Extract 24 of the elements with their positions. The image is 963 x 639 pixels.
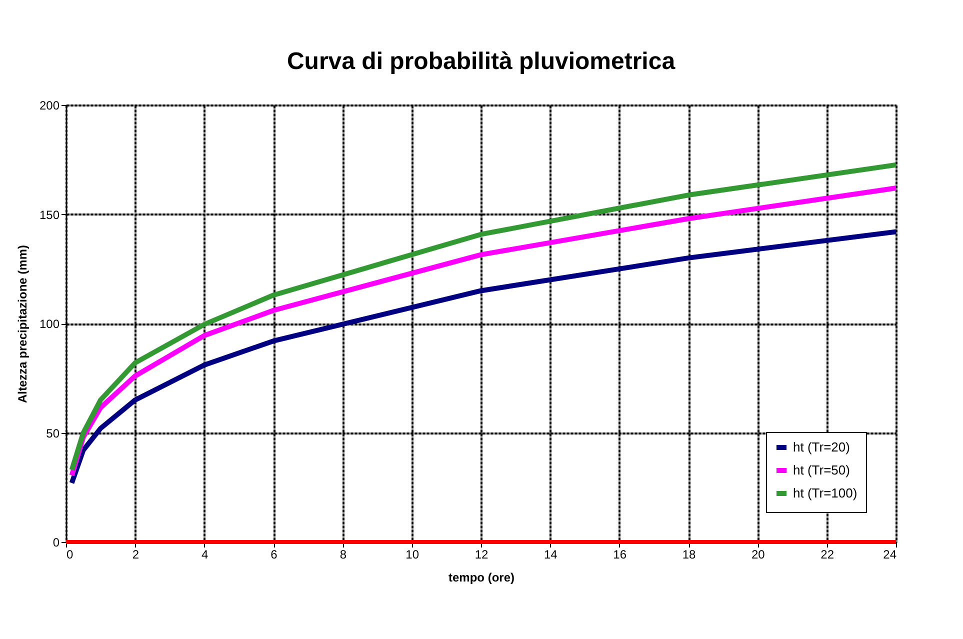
y-tick-label: 150 — [39, 208, 60, 222]
x-tick-label: 14 — [544, 548, 558, 562]
x-tick-label: 12 — [474, 548, 488, 562]
x-tick-label: 0 — [66, 548, 74, 562]
x-tick-label: 18 — [682, 548, 696, 562]
y-tick-label: 0 — [52, 536, 60, 550]
x-tick-label: 2 — [132, 548, 140, 562]
x-tick-label: 4 — [201, 548, 208, 562]
x-tick-label: 8 — [340, 548, 347, 562]
legend-label: ht (Tr=20) — [793, 440, 850, 454]
x-tick-label: 24 — [883, 548, 897, 562]
legend-label: ht (Tr=50) — [793, 462, 850, 478]
x-tick-label: 16 — [613, 548, 627, 562]
chart-title: Curva di probabilità pluviometrica — [286, 48, 676, 75]
x-tick-label: 22 — [820, 548, 834, 562]
y-axis-title: Altezza precipitazione (mm) — [15, 244, 30, 404]
y-tick-label: 200 — [39, 98, 60, 112]
x-tick-label: 20 — [751, 548, 766, 562]
legend-label: ht (Tr=100) — [793, 486, 858, 500]
y-tick-label: 100 — [39, 317, 60, 331]
y-tick-label: 50 — [46, 426, 60, 440]
x-axis-title: tempo (ore) — [448, 570, 515, 584]
x-tick-label: 10 — [406, 548, 420, 562]
x-tick-label: 6 — [270, 548, 278, 562]
